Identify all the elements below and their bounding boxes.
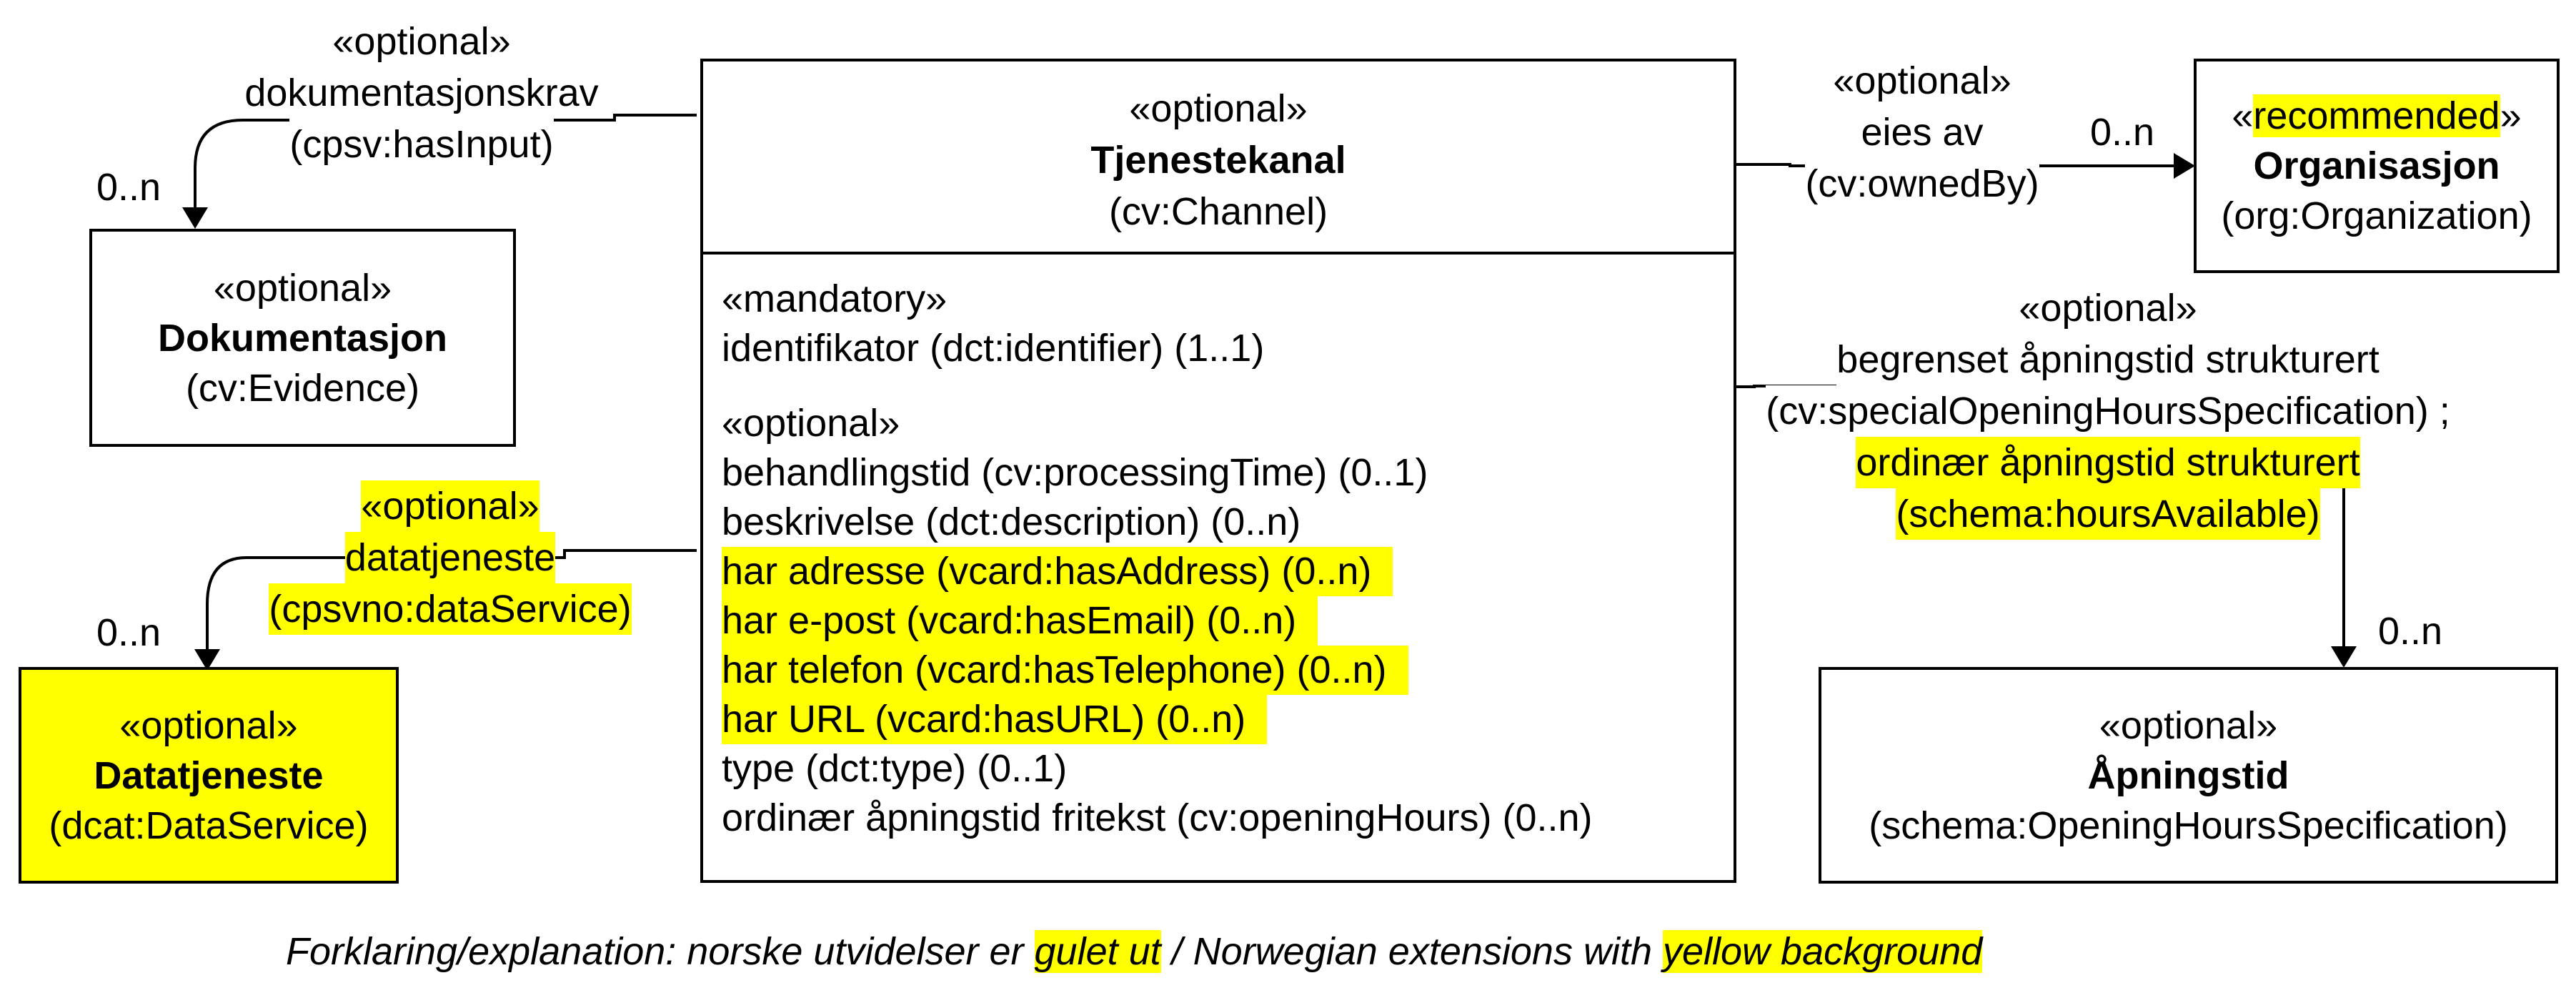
optional-attribute-text: har URL (vcard:hasURL) (0..n)	[722, 695, 1268, 744]
optional-attribute-row: har URL (vcard:hasURL) (0..n)	[722, 695, 1734, 744]
organisasjon-stereotype: «recommended»	[2232, 94, 2522, 137]
dokumentasjon-name: Dokumentasjon	[157, 316, 448, 360]
legend-highlight-1: gulet ut	[1034, 930, 1161, 973]
eies-av-line	[1736, 162, 2188, 170]
optional-attribute-row: beskrivelse (dct:description) (0..n)	[722, 498, 1734, 547]
channel-attributes: «mandatory» identifikator (dct:identifie…	[703, 255, 1734, 843]
optional-attribute-row: har adresse (vcard:hasAddress) (0..n)	[722, 547, 1734, 596]
dokumentasjon-class: «optional» Dokumentasjon (cv:Evidence)	[89, 229, 516, 447]
apningstid-assoc-label: «optional» begrenset åpningstid struktur…	[1744, 282, 2472, 540]
dokumentasjonskrav-label: «optional» dokumentasjonskrav (cpsv:hasI…	[207, 16, 636, 170]
organisasjon-name: Organisasjon	[2253, 144, 2500, 187]
optional-attribute-row: har telefon (vcard:hasTelephone) (0..n)	[722, 646, 1734, 695]
datatjeneste-label: «optional» datatjeneste (cpsvno:dataServ…	[236, 480, 665, 635]
optional-attribute-text: type (dct:type) (0..1)	[722, 747, 1068, 790]
mandatory-header: «mandatory»	[722, 277, 948, 320]
channel-class: «optional» Tjenestekanal (cv:Channel) «m…	[700, 59, 1736, 883]
organisasjon-uri: (org:Organization)	[2221, 194, 2532, 237]
attribute-identifikator: identifikator (dct:identifier) (1..1)	[722, 327, 1265, 370]
optional-attribute-text: har telefon (vcard:hasTelephone) (0..n)	[722, 646, 1408, 695]
channel-stereotype: «optional»	[1129, 87, 1308, 130]
channel-class-header: «optional» Tjenestekanal (cv:Channel)	[703, 61, 1734, 255]
eies-av-multiplicity: 0..n	[2090, 111, 2155, 154]
optional-attribute-text: behandlingstid (cv:processingTime) (0..1…	[722, 451, 1428, 494]
apningstid-class: «optional» Åpningstid (schema:OpeningHou…	[1819, 667, 2558, 884]
channel-uri: (cv:Channel)	[1108, 190, 1328, 233]
optional-header: «optional»	[722, 402, 900, 445]
apningstid-name: Åpningstid	[2087, 753, 2289, 797]
optional-attribute-text: har adresse (vcard:hasAddress) (0..n)	[722, 547, 1393, 596]
optional-attribute-row: ordinær åpningstid fritekst (cv:openingH…	[722, 794, 1734, 843]
optional-attribute-text: beskrivelse (dct:description) (0..n)	[722, 500, 1301, 543]
apningstid-uri: (schema:OpeningHoursSpecification)	[1869, 804, 2508, 847]
channel-name: Tjenestekanal	[1090, 139, 1346, 182]
recommended-highlight: recommended	[2253, 94, 2500, 137]
optional-attribute-text: har e-post (vcard:hasEmail) (0..n)	[722, 596, 1318, 646]
optional-attribute-text: ordinær åpningstid fritekst (cv:openingH…	[722, 796, 1593, 839]
datatjeneste-stereotype: «optional»	[119, 703, 298, 747]
optional-attribute-row: type (dct:type) (0..1)	[722, 744, 1734, 794]
dokumentasjon-uri: (cv:Evidence)	[185, 366, 420, 410]
datatjeneste-name: Datatjeneste	[94, 753, 324, 797]
optional-attribute-row: har e-post (vcard:hasEmail) (0..n)	[722, 596, 1734, 646]
organisasjon-class: «recommended» Organisasjon (org:Organiza…	[2194, 59, 2560, 273]
datatjeneste-class: «optional» Datatjeneste (dcat:DataServic…	[19, 667, 399, 884]
datatjeneste-multiplicity: 0..n	[96, 611, 161, 654]
eies-av-label: «optional» eies av (cv:ownedBy)	[1772, 55, 2072, 209]
legend-highlight-2: yellow background	[1663, 930, 1983, 973]
legend: Forklaring/explanation: norske utvidelse…	[286, 930, 1983, 973]
optional-attribute-list: behandlingstid (cv:processingTime) (0..1…	[722, 448, 1734, 843]
apningstid-multiplicity: 0..n	[2378, 610, 2443, 653]
dokumentasjon-stereotype: «optional»	[213, 266, 392, 310]
dokumentasjonskrav-multiplicity: 0..n	[96, 166, 161, 209]
optional-attribute-row: behandlingstid (cv:processingTime) (0..1…	[722, 448, 1734, 498]
datatjeneste-line	[203, 549, 697, 663]
apningstid-stereotype: «optional»	[2099, 703, 2278, 747]
datatjeneste-uri: (dcat:DataService)	[49, 804, 369, 847]
